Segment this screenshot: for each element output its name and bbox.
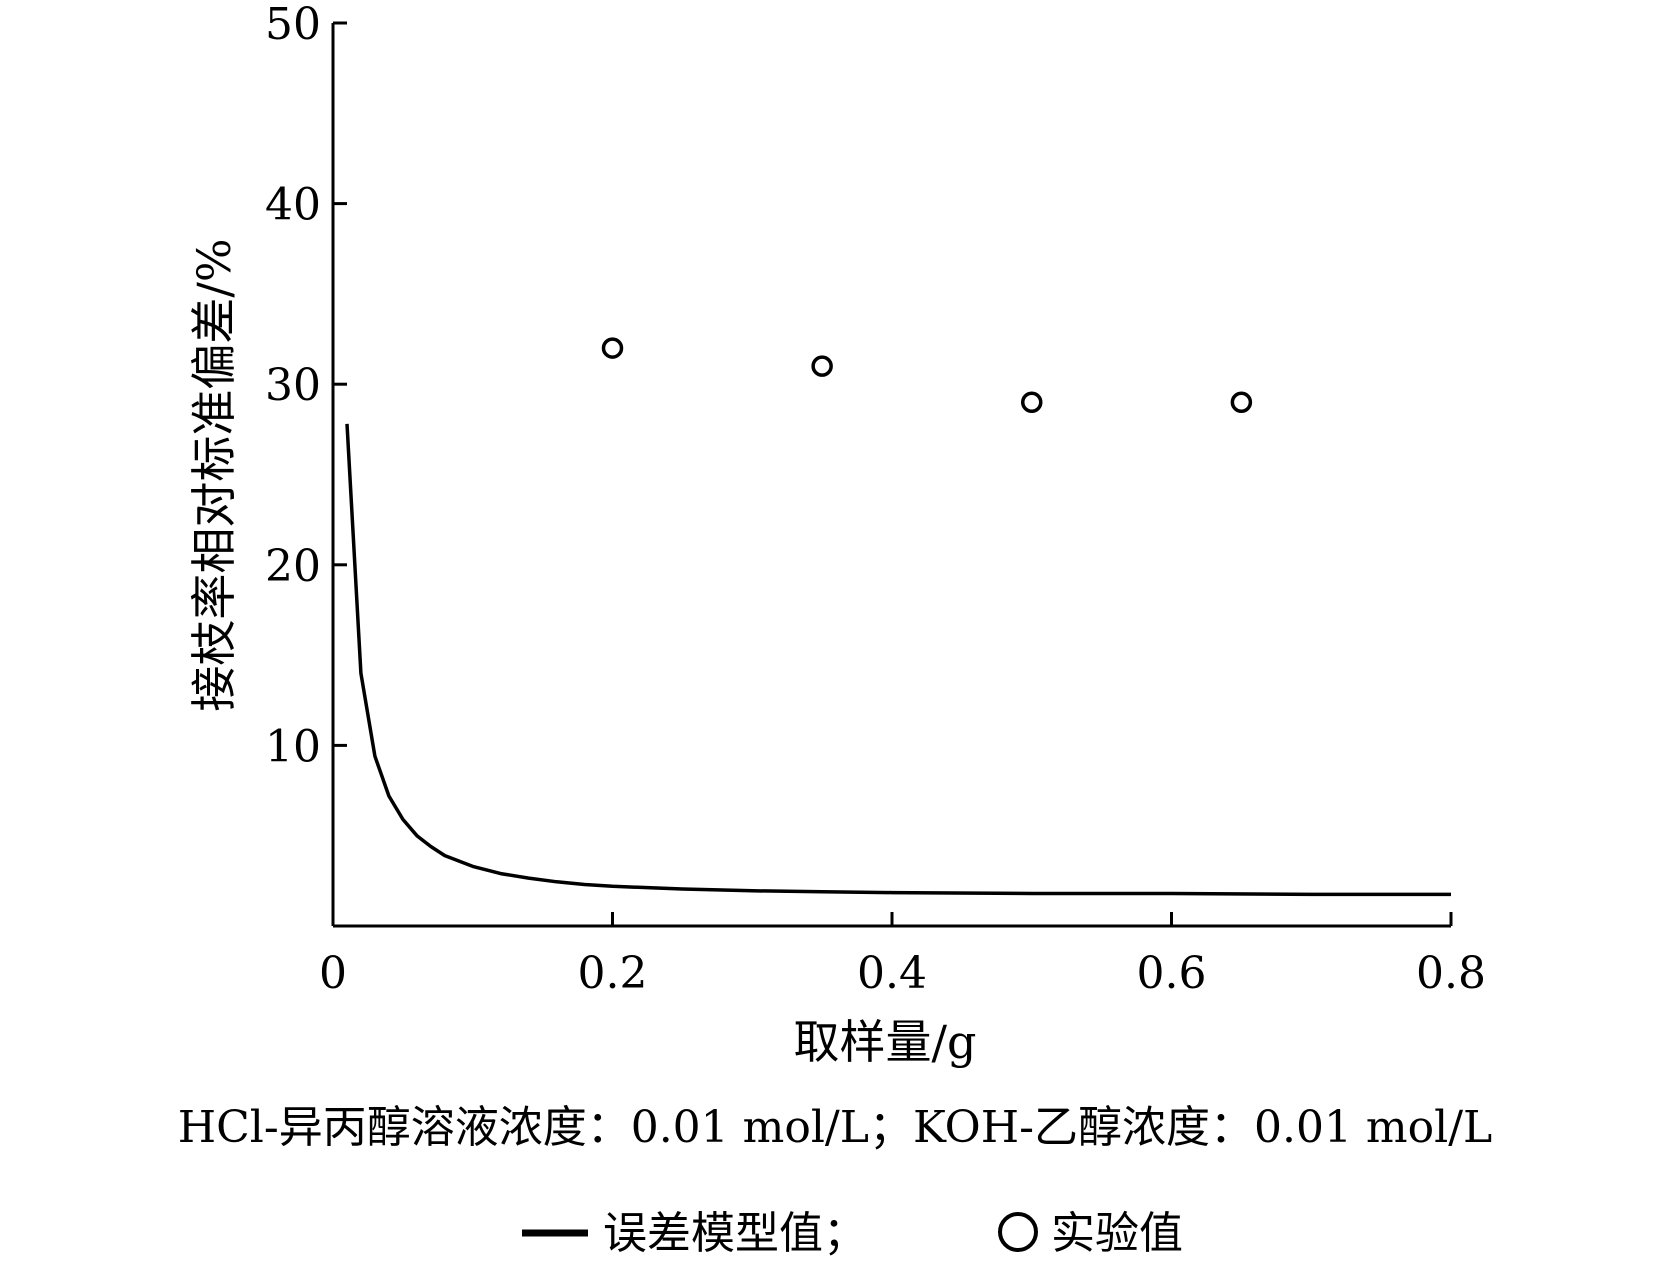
x-tick-label: 0.6	[1137, 948, 1207, 999]
ticks: 0 0.2 0.4 0.6 0.8 10 20 30 40 50	[265, 0, 1486, 999]
x-tick-label: 0.8	[1416, 948, 1486, 999]
y-tick-label: 40	[265, 180, 321, 231]
experiment-point	[811, 355, 833, 377]
x-axis-title: 取样量/g	[794, 1015, 977, 1069]
legend-label-model: 误差模型值；	[603, 1208, 867, 1259]
y-tick-label: 20	[265, 541, 321, 592]
experiment-point	[1021, 391, 1043, 414]
x-tick-label: 0	[319, 948, 347, 999]
experiment-point	[601, 337, 624, 359]
model-series	[345, 423, 1451, 897]
y-axis-title: 接枝率相对标准偏差/%	[187, 238, 241, 711]
experiment-series	[601, 337, 1253, 414]
y-tick-label: 30	[265, 360, 321, 411]
legend-label-experiment: 实验值	[1051, 1208, 1183, 1259]
x-tick-label: 0.2	[578, 948, 648, 999]
model-curve	[345, 423, 1451, 897]
legend: 误差模型值； 实验值	[522, 1208, 1183, 1259]
legend-circle-swatch	[998, 1212, 1038, 1252]
y-tick-label: 10	[265, 721, 321, 772]
x-tick-label: 0.4	[857, 948, 927, 999]
axes	[331, 23, 1451, 928]
experiment-point	[1230, 391, 1253, 414]
chart-caption: HCl-异丙醇溶液浓度：0.01 mol/L；KOH-乙醇浓度：0.01 mol…	[178, 1102, 1493, 1153]
y-tick-label: 50	[265, 0, 321, 50]
